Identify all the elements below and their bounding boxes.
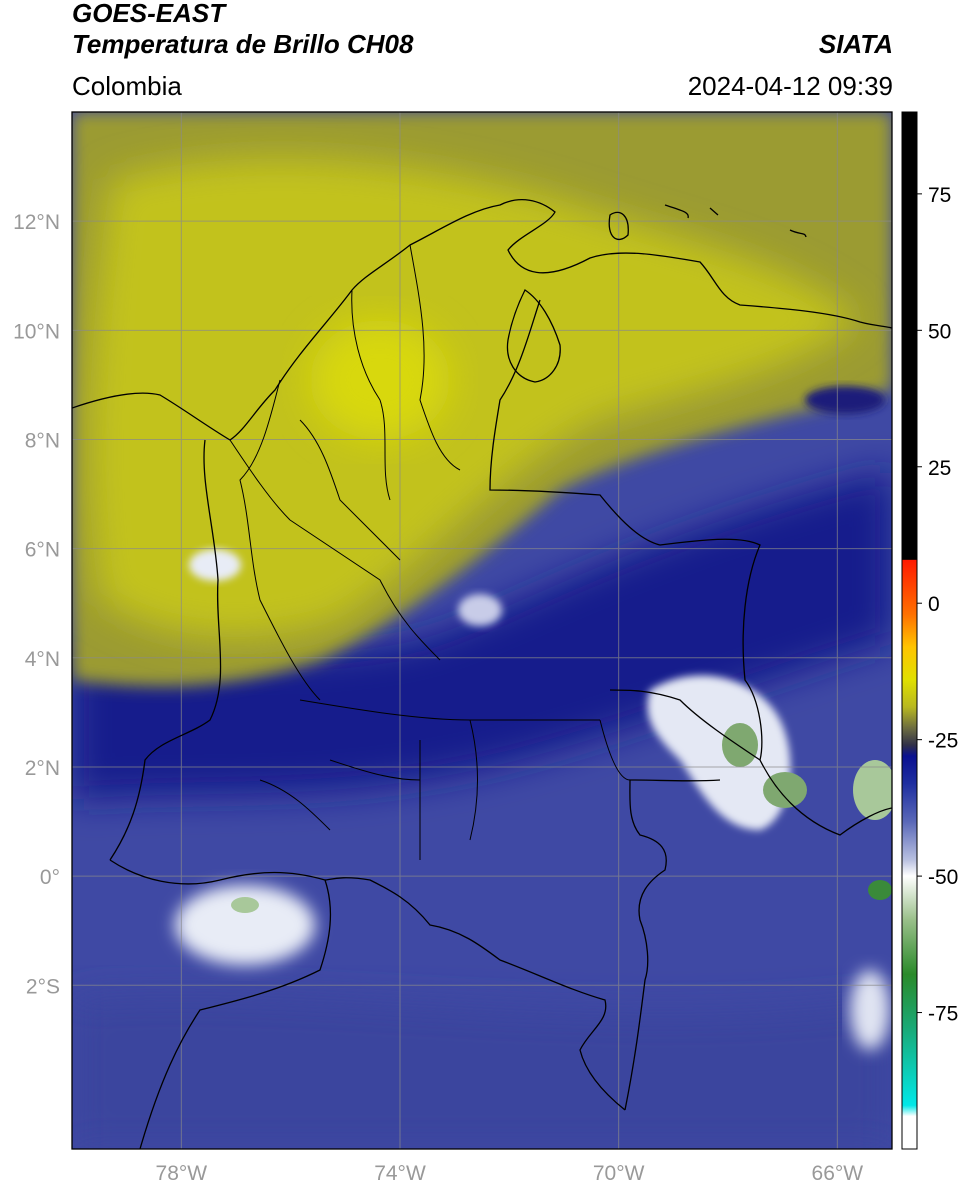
cloud-bright-core	[310, 320, 450, 440]
lon-tick-label: 70°W	[593, 1162, 645, 1185]
cloud-cluster-far-east-core	[868, 880, 892, 900]
coastline-caribbean	[72, 199, 892, 441]
lat-tick-label: 10°N	[13, 320, 60, 343]
coastline-guajira-lake	[506, 289, 561, 383]
colorbar-ticks: 75 50 25 0 -25 -50 -75	[917, 184, 958, 1026]
datetime-label: 2024-04-12 09:39	[687, 71, 893, 101]
cloud-cluster-caribbean	[805, 386, 885, 414]
lat-tick-label: 2°N	[25, 757, 60, 780]
political-borders	[72, 199, 892, 1149]
lat-tick-label: 4°N	[25, 648, 60, 671]
cloud-yellow-core	[89, 158, 861, 638]
cloud-cluster-east-core	[722, 723, 758, 767]
title-satellite: GOES-EAST	[72, 0, 226, 28]
cloud-cluster-southwest-core	[231, 897, 259, 913]
colorbar-tick-label: -50	[928, 866, 958, 889]
cloud-cluster-andes	[458, 594, 502, 626]
lat-tick-label: 8°N	[25, 429, 60, 452]
colorbar-tick-label: 50	[928, 320, 951, 343]
cloud-cluster-east	[647, 675, 791, 830]
coastline-pacific	[109, 439, 222, 861]
cloud-cluster-east-core-2	[763, 772, 807, 808]
brand-label: SIATA	[818, 29, 893, 59]
graticule	[72, 112, 892, 1149]
cloud-cluster-far-east	[853, 760, 892, 820]
cloud-lower-band	[72, 995, 892, 1149]
border-colombia-venezuela	[489, 299, 892, 836]
satellite-imagery	[72, 112, 892, 1149]
lat-tick-label: 0°	[40, 866, 60, 889]
colorbar-tick-label: 75	[928, 184, 951, 207]
coastline-islands	[608, 204, 807, 240]
lon-tick-label: 74°W	[374, 1162, 426, 1185]
latitude-labels: 12°N 10°N 8°N 6°N 4°N 2°N 0° 2°S	[13, 211, 60, 998]
colorbar	[901, 111, 918, 1150]
colorbar-tick-label: -75	[928, 1003, 958, 1026]
longitude-labels: 78°W 74°W 70°W 66°W	[156, 1162, 864, 1185]
border-colombia-peru	[324, 877, 626, 1111]
lat-tick-label: 6°N	[25, 539, 60, 562]
cloud-cluster-southwest	[175, 885, 315, 965]
cloud-navy-band	[72, 470, 892, 800]
cloud-cluster-southeast	[850, 970, 890, 1050]
border-venezuela-brazil	[609, 689, 761, 761]
colorbar-tick-label: 0	[928, 593, 940, 616]
title-product: Temperatura de Brillo CH08	[72, 29, 414, 59]
lon-tick-label: 78°W	[156, 1162, 208, 1185]
lat-tick-label: 12°N	[13, 211, 60, 234]
cloud-cluster-pacific	[189, 549, 241, 581]
colorbar-tick-label: 25	[928, 457, 951, 480]
region-label: Colombia	[72, 71, 182, 101]
colorbar-tick-label: -25	[928, 730, 958, 753]
map-frame	[71, 111, 893, 1150]
dept-boundaries	[229, 244, 631, 860]
coastline-ecuador	[109, 859, 332, 1149]
lat-tick-label: 2°S	[26, 975, 60, 998]
lon-tick-label: 66°W	[812, 1162, 864, 1185]
border-colombia-brazil	[624, 779, 721, 1111]
